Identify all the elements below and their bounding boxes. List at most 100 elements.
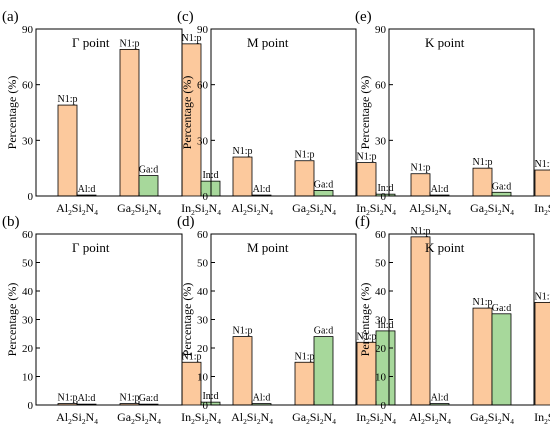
bar-label: N1:p bbox=[295, 351, 315, 362]
panel-title: Γ point bbox=[72, 240, 110, 255]
bar bbox=[119, 49, 140, 197]
y-axis-label: Percentage (%) bbox=[5, 283, 19, 357]
bar-label: N1:p bbox=[473, 157, 493, 168]
bar bbox=[472, 167, 493, 197]
bar-label: Ga:d bbox=[314, 179, 333, 190]
panel-title: M point bbox=[247, 35, 289, 50]
x-tick-label: In2Si2N4 bbox=[356, 410, 396, 426]
bar bbox=[232, 336, 253, 406]
bar bbox=[410, 236, 431, 406]
panel-title: Γ point bbox=[72, 35, 110, 50]
bar bbox=[181, 361, 202, 406]
bar-label: Al:d bbox=[431, 184, 449, 195]
y-tick-label: 10 bbox=[375, 372, 387, 384]
x-tick-label: Al2Si2N4 bbox=[231, 201, 273, 217]
bar-label: Ga:d bbox=[314, 326, 333, 337]
bar-label: In:d bbox=[377, 183, 393, 194]
x-tick-label: Ga2Si2N4 bbox=[292, 410, 336, 426]
panel-title: M point bbox=[247, 240, 289, 255]
y-tick-label: 40 bbox=[197, 286, 209, 298]
panel-letter: (d) bbox=[177, 214, 195, 230]
bar-label: N1:p bbox=[120, 38, 140, 49]
bar-label: N1:p bbox=[473, 297, 493, 308]
plot-frame bbox=[35, 28, 183, 197]
bar-label: N1:p bbox=[295, 150, 315, 161]
y-tick-label: 60 bbox=[22, 80, 34, 92]
x-tick-label: In2Si2N4 bbox=[356, 201, 396, 217]
bar bbox=[294, 160, 315, 197]
y-tick-label: 90 bbox=[197, 24, 209, 36]
bar-label: In:d bbox=[377, 320, 393, 331]
plot-frame bbox=[35, 233, 183, 406]
panel-letter: (f) bbox=[355, 214, 370, 230]
x-tick-label: Ga2Si2N4 bbox=[292, 201, 336, 217]
bar bbox=[472, 307, 493, 406]
y-tick-label: 50 bbox=[22, 258, 34, 270]
x-tick-label: Al2Si2N4 bbox=[56, 410, 98, 426]
bar bbox=[410, 173, 431, 197]
x-tick-label: In2Si2N4 bbox=[181, 201, 221, 217]
panel-c: (c)N1:pAl:dN1:pGa:dN1:pIn:d0306090Al2Si2… bbox=[177, 9, 396, 217]
panel-d: (d)N1:pAl:dN1:pGa:dN1:pIn:d0102030405060… bbox=[177, 214, 396, 426]
bar-label: N1:p bbox=[58, 94, 78, 105]
bar-label: N1:p bbox=[411, 163, 431, 174]
bar-label: Al:d bbox=[78, 184, 96, 195]
plot-frame bbox=[210, 28, 357, 197]
x-tick-label: Ga2Si2N4 bbox=[470, 201, 514, 217]
panel-b: (b)N1:p Al:d N1:p Ga:dN1:pIn:d0102030405060… bbox=[2, 214, 221, 426]
bar-label: Ga:d bbox=[492, 181, 511, 192]
y-axis-label: Percentage (%) bbox=[358, 283, 372, 357]
bar-label: N1:p bbox=[182, 33, 202, 44]
y-tick-label: 40 bbox=[375, 286, 387, 298]
y-tick-label: 0 bbox=[381, 191, 387, 203]
bar bbox=[534, 301, 550, 406]
x-tick-label: Ga2Si2N4 bbox=[470, 410, 514, 426]
y-tick-label: 20 bbox=[375, 343, 387, 355]
x-tick-label: Al2Si2N4 bbox=[409, 201, 451, 217]
panel-title: K point bbox=[425, 35, 465, 50]
y-axis-label: Percentage (%) bbox=[180, 76, 194, 150]
bar bbox=[294, 361, 315, 406]
bar-label: N1:p bbox=[535, 291, 550, 302]
bar-label: Al:d bbox=[253, 393, 271, 404]
y-tick-label: 0 bbox=[28, 191, 34, 203]
bar bbox=[491, 313, 512, 406]
bar-label: N1:p bbox=[411, 226, 431, 237]
y-tick-label: 30 bbox=[197, 135, 209, 147]
y-tick-label: 20 bbox=[22, 343, 34, 355]
y-tick-label: 50 bbox=[375, 258, 387, 270]
bar-label: N1:p bbox=[182, 351, 202, 362]
bar-label: Ga:d bbox=[139, 393, 158, 404]
bar bbox=[57, 104, 78, 197]
bar-label: N1:p bbox=[233, 326, 253, 337]
bar bbox=[313, 190, 334, 197]
bar-label: Al:d bbox=[253, 184, 271, 195]
y-axis-label: Percentage (%) bbox=[358, 76, 372, 150]
panel-letter: (b) bbox=[2, 214, 20, 230]
y-tick-label: 0 bbox=[203, 191, 209, 203]
panel-title: K point bbox=[425, 240, 465, 255]
x-tick-label: Al2Si2N4 bbox=[409, 410, 451, 426]
y-tick-label: 30 bbox=[22, 135, 34, 147]
panel-letter: (e) bbox=[355, 9, 372, 25]
x-tick-label: In2Si2N4 bbox=[534, 410, 550, 426]
bar-label: Al:d bbox=[78, 393, 96, 404]
y-tick-label: 90 bbox=[375, 24, 387, 36]
y-tick-label: 60 bbox=[375, 229, 387, 241]
x-tick-label: Al2Si2N4 bbox=[231, 410, 273, 426]
bar-label: N1:p bbox=[233, 146, 253, 157]
y-tick-label: 20 bbox=[197, 343, 209, 355]
bar bbox=[356, 162, 377, 197]
y-tick-label: 60 bbox=[375, 80, 387, 92]
bar bbox=[232, 156, 253, 197]
panel-letter: (c) bbox=[177, 9, 194, 25]
bar-label: N1:p bbox=[357, 152, 377, 163]
bar-label: Al:d bbox=[431, 393, 449, 404]
y-tick-label: 60 bbox=[197, 229, 209, 241]
x-tick-label: In2Si2N4 bbox=[181, 410, 221, 426]
y-tick-label: 50 bbox=[197, 258, 209, 270]
bar bbox=[313, 336, 334, 406]
panel-f: (f)N1:pAl:dN1:pGa:dN1:pIn:d0102030405060… bbox=[355, 214, 550, 426]
y-tick-label: 30 bbox=[375, 315, 387, 327]
